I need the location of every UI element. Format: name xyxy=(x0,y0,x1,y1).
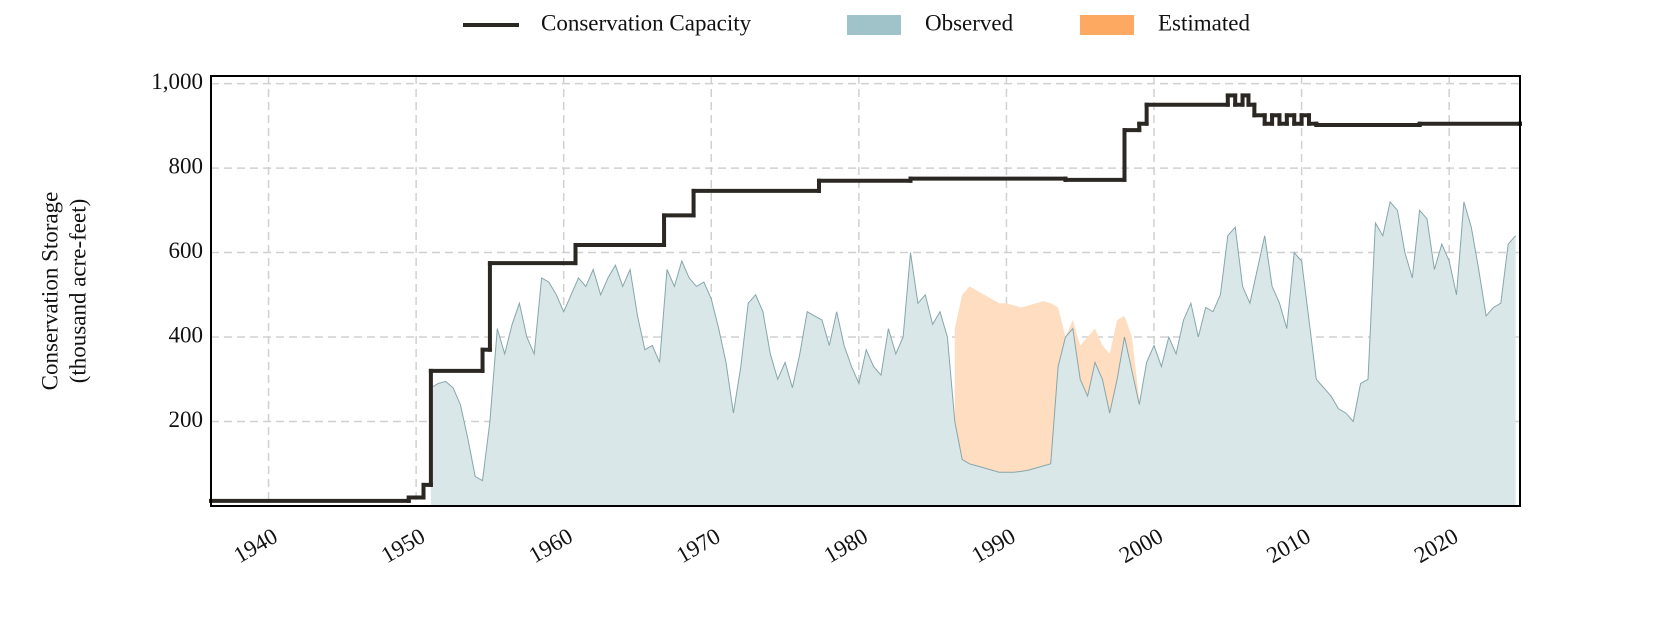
plot-frame xyxy=(210,75,1521,507)
y-axis-label: Conservation Storage (thousand acre-feet… xyxy=(37,192,90,391)
y-axis-label-line: Conservation Storage xyxy=(37,192,62,391)
x-tick-label: 1980 xyxy=(820,523,872,568)
step-line xyxy=(209,93,1522,503)
x-tick-label: 1960 xyxy=(525,523,577,568)
x-tick-label: 1940 xyxy=(229,523,281,568)
y-tick-label: 600 xyxy=(169,238,204,263)
legend: Conservation Capacity Observed Estimated xyxy=(463,10,1250,35)
legend-swatch xyxy=(1080,15,1134,35)
x-tick-label: 1970 xyxy=(672,523,724,568)
y-tick-label: 400 xyxy=(169,322,204,347)
y-tick-label: 1,000 xyxy=(151,69,203,94)
legend-swatch xyxy=(847,15,901,35)
x-tick-label: 2020 xyxy=(1410,523,1462,568)
y-axis-label-line: (thousand acre-feet) xyxy=(65,199,90,384)
x-tick-label: 2010 xyxy=(1262,523,1314,568)
legend-label: Estimated xyxy=(1158,10,1250,35)
legend-label: Conservation Capacity xyxy=(541,10,752,35)
area xyxy=(430,201,1516,506)
area-outline xyxy=(430,200,1516,482)
x-tick-label: 1990 xyxy=(967,523,1019,568)
legend-label: Observed xyxy=(925,10,1014,35)
x-tick-label: 2000 xyxy=(1115,523,1167,568)
x-tick-label: 1950 xyxy=(377,523,429,568)
y-tick-label: 800 xyxy=(169,153,204,178)
y-tick-label: 200 xyxy=(169,407,204,432)
